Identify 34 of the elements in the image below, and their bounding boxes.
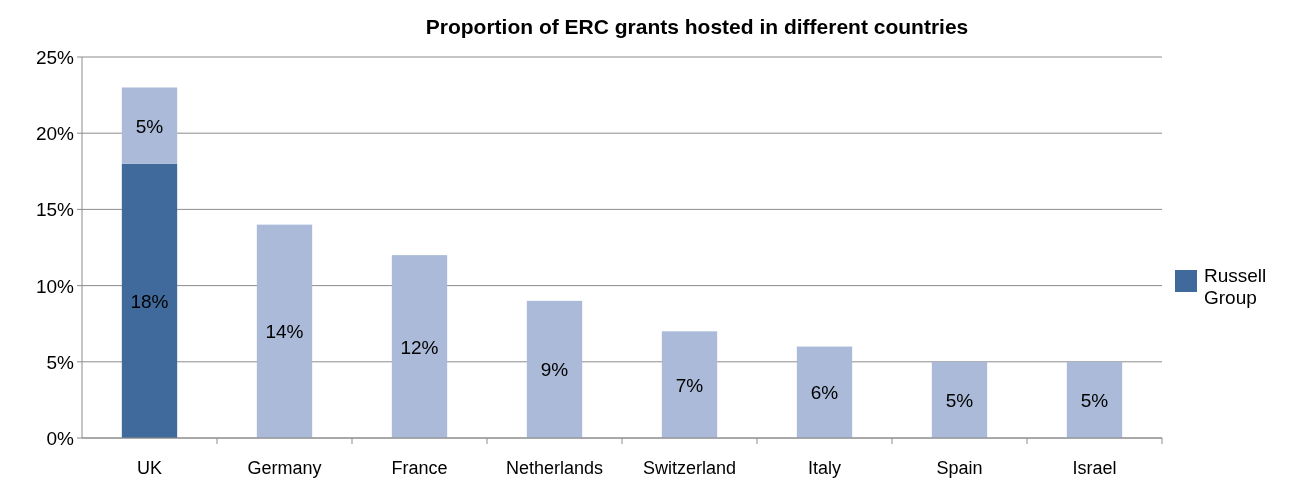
data-label: 5% <box>135 115 164 137</box>
bar <box>121 87 178 164</box>
x-tick-label: France <box>391 458 448 478</box>
bar <box>1066 361 1123 438</box>
bar <box>121 163 178 438</box>
data-label: 12% <box>400 336 439 358</box>
y-tick-label: 5% <box>46 351 75 373</box>
y-tick-label: 20% <box>35 123 75 145</box>
x-tick-label: Spain <box>936 458 983 478</box>
data-label: 9% <box>540 359 569 381</box>
y-tick-label: 0% <box>46 428 75 449</box>
data-label: 14% <box>265 321 304 343</box>
bar <box>931 361 988 438</box>
x-tick-label: Israel <box>1072 458 1117 478</box>
legend-label: Russell Group <box>1204 265 1267 308</box>
y-tick-label: 15% <box>35 199 75 221</box>
x-tick-label: Italy <box>807 458 842 478</box>
data-label: 7% <box>675 374 704 396</box>
x-tick-label: Germany <box>247 458 322 478</box>
bar <box>391 255 448 438</box>
bar <box>796 346 853 438</box>
x-tick-label: Netherlands <box>505 458 604 478</box>
data-label: 5% <box>945 389 974 411</box>
data-label: 5% <box>1080 389 1109 411</box>
x-tick-label: UK <box>136 458 163 478</box>
bar <box>526 300 583 438</box>
chart-title: Proportion of ERC grants hosted in different countries <box>425 15 969 38</box>
data-label: 6% <box>810 382 839 404</box>
y-tick-label: 25% <box>35 47 75 68</box>
bar <box>256 224 313 438</box>
bar <box>661 331 718 438</box>
x-tick-label: Switzerland <box>642 458 737 478</box>
data-label: 18% <box>130 290 169 312</box>
y-tick-label: 10% <box>35 275 75 297</box>
